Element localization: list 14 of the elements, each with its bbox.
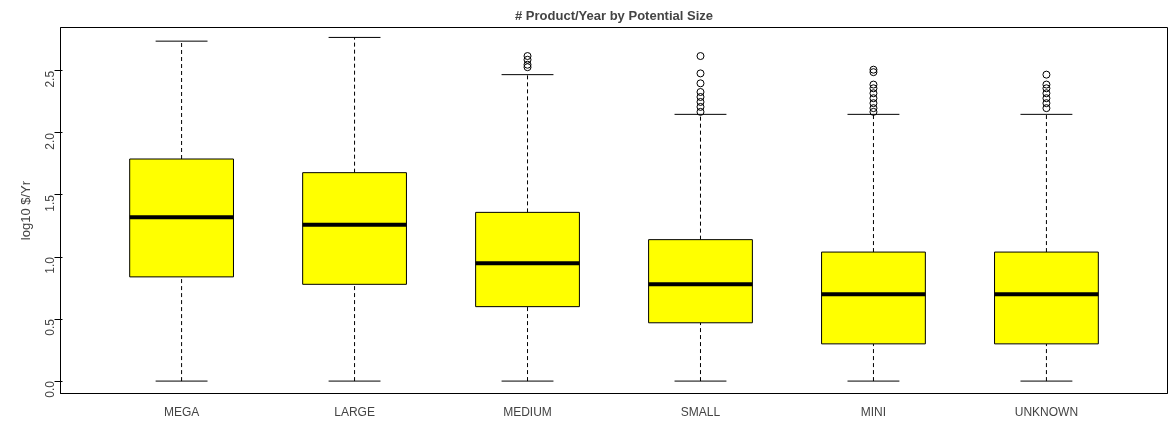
y-tick-label: 1.5 [43,194,57,212]
x-tick-label: SMALL [680,404,721,419]
y-axis-title: log10 $/Yr [17,180,33,241]
y-tick-label: 2.5 [43,70,57,88]
y-tick-label: 0.0 [43,380,57,398]
x-tick-label: MINI [860,404,887,419]
x-tick-label: UNKNOWN [1014,404,1079,419]
chart-title: # Product/Year by Potential Size [515,7,713,23]
x-tick-label: LARGE [334,404,375,419]
x-tick-label: MEDIUM [503,404,552,419]
y-tick-label: 1.0 [43,256,57,274]
y-tick-label: 2.0 [43,132,57,150]
x-tick-label: MEGA [163,404,200,419]
y-tick-label: 0.5 [43,318,57,336]
